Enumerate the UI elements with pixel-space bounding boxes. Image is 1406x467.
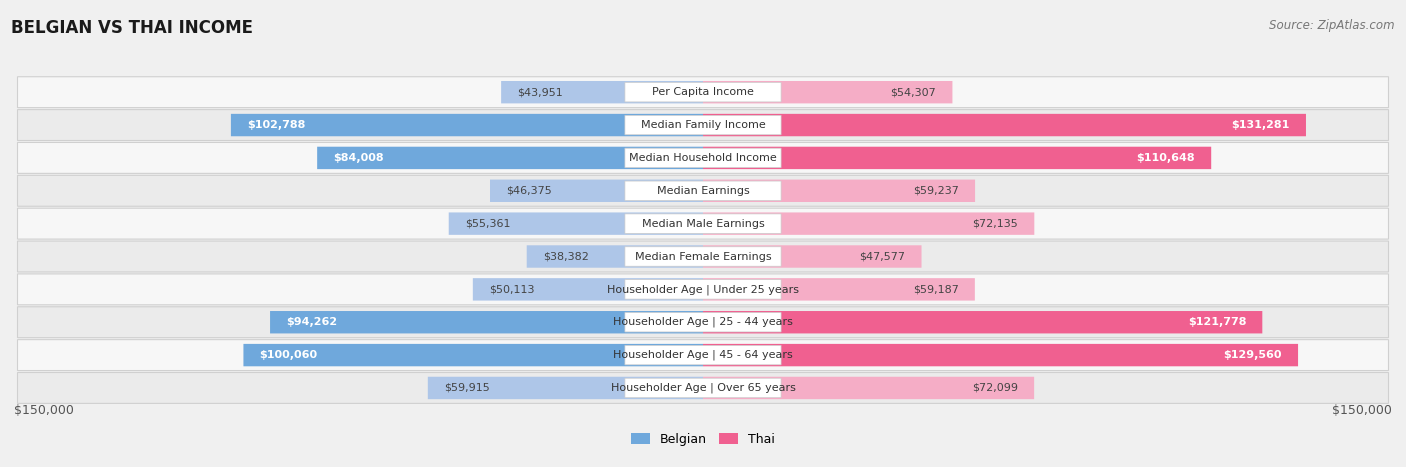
FancyBboxPatch shape [17,307,1389,338]
Text: $100,060: $100,060 [260,350,318,360]
FancyBboxPatch shape [703,180,976,202]
Text: $150,000: $150,000 [14,404,75,417]
Text: $59,915: $59,915 [444,383,489,393]
FancyBboxPatch shape [703,278,974,301]
FancyBboxPatch shape [703,344,1298,366]
Text: Median Family Income: Median Family Income [641,120,765,130]
FancyBboxPatch shape [491,180,703,202]
Text: $72,135: $72,135 [973,219,1018,229]
Text: $121,778: $121,778 [1188,317,1246,327]
FancyBboxPatch shape [243,344,703,366]
FancyBboxPatch shape [17,340,1389,370]
Text: $55,361: $55,361 [465,219,510,229]
Text: BELGIAN VS THAI INCOME: BELGIAN VS THAI INCOME [11,19,253,37]
FancyBboxPatch shape [427,377,703,399]
FancyBboxPatch shape [703,147,1211,169]
Text: Householder Age | 25 - 44 years: Householder Age | 25 - 44 years [613,317,793,327]
FancyBboxPatch shape [17,110,1389,141]
FancyBboxPatch shape [17,142,1389,173]
FancyBboxPatch shape [17,77,1389,107]
Text: Median Earnings: Median Earnings [657,186,749,196]
Text: $54,307: $54,307 [890,87,936,97]
FancyBboxPatch shape [17,208,1389,239]
Text: Per Capita Income: Per Capita Income [652,87,754,97]
FancyBboxPatch shape [449,212,703,235]
Text: $50,113: $50,113 [489,284,534,294]
Text: $46,375: $46,375 [506,186,551,196]
FancyBboxPatch shape [472,278,703,301]
Text: $129,560: $129,560 [1223,350,1282,360]
Text: Median Female Earnings: Median Female Earnings [634,252,772,262]
Text: $94,262: $94,262 [287,317,337,327]
FancyBboxPatch shape [270,311,703,333]
Text: $110,648: $110,648 [1136,153,1195,163]
Text: $43,951: $43,951 [517,87,562,97]
FancyBboxPatch shape [624,83,782,102]
FancyBboxPatch shape [703,212,1035,235]
Text: Source: ZipAtlas.com: Source: ZipAtlas.com [1270,19,1395,32]
FancyBboxPatch shape [624,115,782,135]
Text: Householder Age | 45 - 64 years: Householder Age | 45 - 64 years [613,350,793,361]
FancyBboxPatch shape [501,81,703,103]
FancyBboxPatch shape [703,114,1306,136]
FancyBboxPatch shape [624,214,782,234]
Text: $59,187: $59,187 [912,284,959,294]
Text: Householder Age | Under 25 years: Householder Age | Under 25 years [607,284,799,295]
Text: $72,099: $72,099 [972,383,1018,393]
FancyBboxPatch shape [703,245,921,268]
Text: $38,382: $38,382 [543,252,589,262]
Text: Median Male Earnings: Median Male Earnings [641,219,765,229]
FancyBboxPatch shape [624,312,782,332]
Text: $150,000: $150,000 [1331,404,1392,417]
Text: $59,237: $59,237 [912,186,959,196]
FancyBboxPatch shape [527,245,703,268]
FancyBboxPatch shape [624,181,782,200]
Legend: Belgian, Thai: Belgian, Thai [626,428,780,451]
FancyBboxPatch shape [231,114,703,136]
FancyBboxPatch shape [624,148,782,168]
FancyBboxPatch shape [703,311,1263,333]
FancyBboxPatch shape [624,346,782,365]
FancyBboxPatch shape [17,241,1389,272]
FancyBboxPatch shape [703,377,1035,399]
FancyBboxPatch shape [17,175,1389,206]
Text: $84,008: $84,008 [333,153,384,163]
Text: Median Household Income: Median Household Income [628,153,778,163]
FancyBboxPatch shape [318,147,703,169]
Text: $102,788: $102,788 [247,120,305,130]
FancyBboxPatch shape [17,373,1389,403]
FancyBboxPatch shape [624,378,782,398]
Text: $47,577: $47,577 [859,252,905,262]
Text: $131,281: $131,281 [1232,120,1289,130]
FancyBboxPatch shape [624,247,782,266]
FancyBboxPatch shape [624,280,782,299]
Text: Householder Age | Over 65 years: Householder Age | Over 65 years [610,382,796,393]
FancyBboxPatch shape [17,274,1389,305]
FancyBboxPatch shape [703,81,952,103]
